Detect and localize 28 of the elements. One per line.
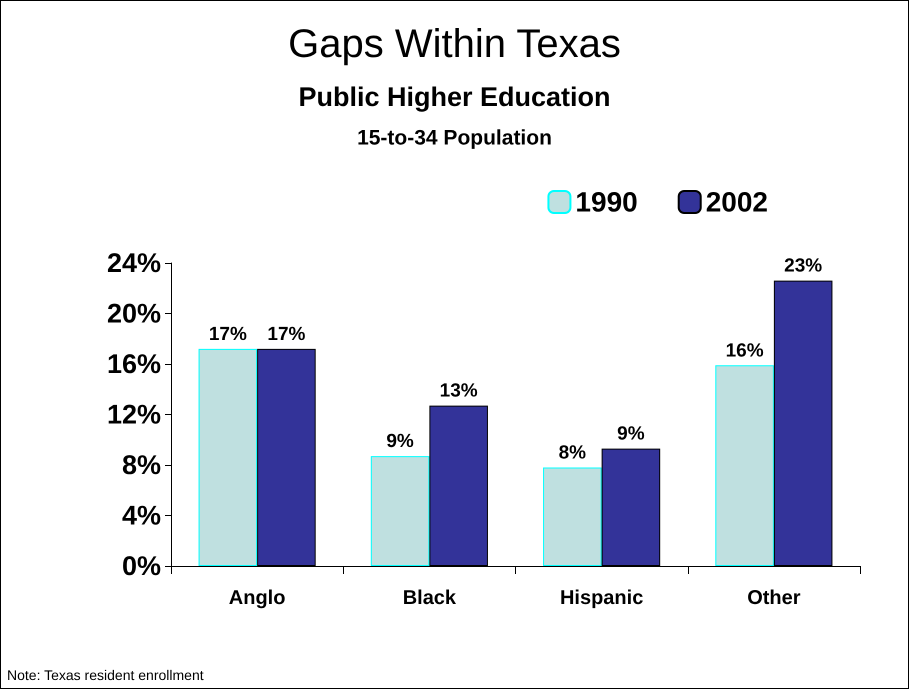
data-label: 8% xyxy=(558,442,586,464)
y-tick-label: 12% xyxy=(106,400,161,430)
data-label: 23% xyxy=(784,256,822,277)
data-label: 9% xyxy=(617,424,645,445)
y-tick-label: 20% xyxy=(106,298,161,328)
x-tick-label: Anglo xyxy=(228,587,286,609)
x-tick-label: Other xyxy=(747,587,801,609)
bar xyxy=(370,456,430,566)
data-label: 17% xyxy=(267,324,306,345)
data-label: 13% xyxy=(440,380,478,402)
y-tick-label: 8% xyxy=(122,450,161,480)
bar xyxy=(198,348,258,566)
y-tick-label: 24% xyxy=(106,248,161,278)
data-label: 17% xyxy=(208,324,247,345)
y-tick-label: 4% xyxy=(122,500,161,530)
x-tick-label: Hispanic xyxy=(560,587,644,609)
y-tick-label: 16% xyxy=(106,349,161,379)
data-label: 16% xyxy=(726,340,764,362)
legend-label: 2002 xyxy=(706,186,768,218)
chart-title: Gaps Within Texas xyxy=(288,22,621,66)
x-tick-label: Black xyxy=(402,587,457,609)
bar xyxy=(715,365,774,566)
chart-subtitle: Public Higher Education 15-to-34 Population xyxy=(298,82,611,150)
bar xyxy=(543,468,602,566)
text: Note: Texas resident enrollment xyxy=(7,667,204,683)
legend-label: 1990 xyxy=(575,186,638,218)
y-tick-label: 0% xyxy=(122,551,161,581)
data-label: 9% xyxy=(386,431,414,452)
